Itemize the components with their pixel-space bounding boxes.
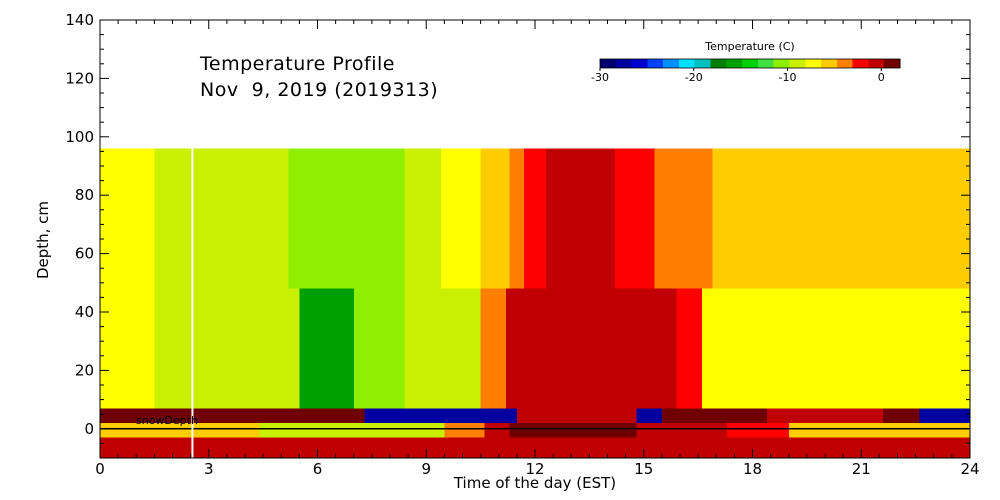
heatmap-cell xyxy=(480,148,511,289)
colorbar-frame xyxy=(599,58,901,69)
colorbar-swatch xyxy=(694,59,711,68)
colorbar-swatch xyxy=(647,59,664,68)
x-tick-label: 15 xyxy=(634,460,653,478)
x-tick-label: 9 xyxy=(421,460,431,478)
heatmap-cell xyxy=(712,148,971,289)
y-tick-label: 80 xyxy=(75,186,94,204)
heatmap-cell xyxy=(701,288,971,409)
colorbar-swatch xyxy=(884,59,901,68)
heatmap-cell xyxy=(353,288,405,409)
colorbar-tick-label: -10 xyxy=(779,71,797,84)
heatmap-cell xyxy=(614,148,656,289)
colorbar-tick-label: -30 xyxy=(591,71,609,84)
legend-title: Temperature (C) xyxy=(704,40,794,53)
colorbar-tick-label: 0 xyxy=(878,71,885,84)
heatmap-cell xyxy=(440,148,482,289)
heatmap-cell xyxy=(516,408,637,423)
colorbar-swatch xyxy=(742,59,759,68)
heatmap-cell xyxy=(767,408,884,423)
colorbar-tick-label: -20 xyxy=(685,71,703,84)
heatmap-cell xyxy=(524,148,547,289)
colorbar-swatch xyxy=(600,59,617,68)
heatmap-cell xyxy=(484,422,511,438)
y-tick-label: 20 xyxy=(75,361,94,379)
x-tick-label: 12 xyxy=(525,460,544,478)
colorbar-swatch xyxy=(852,59,869,68)
heatmap-cell xyxy=(506,288,547,409)
y-tick-label: 100 xyxy=(65,128,94,146)
heatmap-cell xyxy=(788,422,971,438)
heatmap-cell xyxy=(509,148,525,289)
y-axis-title: Depth, cm xyxy=(34,201,52,279)
chart-subtitle: Nov 9, 2019 (2019313) xyxy=(200,79,438,101)
heatmap-cell xyxy=(480,288,507,409)
x-tick-label: 0 xyxy=(95,460,105,478)
colorbar-swatch xyxy=(631,59,648,68)
colorbar-swatch xyxy=(710,59,727,68)
y-tick-label: 0 xyxy=(84,420,94,438)
chart-title: Temperature Profile xyxy=(199,53,395,75)
colorbar-swatch xyxy=(821,59,838,68)
colorbar-swatch xyxy=(789,59,806,68)
heatmap-cell xyxy=(636,422,728,438)
snow-depth-label: snowDepth xyxy=(136,414,198,427)
heatmap-layer xyxy=(100,148,971,458)
colorbar-swatch xyxy=(678,59,696,68)
heatmap-cell xyxy=(154,148,289,289)
heatmap-cell xyxy=(404,148,442,289)
heatmap-cell xyxy=(676,288,703,409)
colorbar-swatch xyxy=(836,59,854,68)
heatmap-cell xyxy=(364,408,518,423)
axes-layer: 0 3 6 9 12 15 18 21 24 0 20 40 60 80 100 120 140 xyxy=(65,11,979,478)
heatmap-cell xyxy=(509,422,637,438)
heatmap-cell xyxy=(545,288,627,409)
colorbar-legend: -30 -20 -10 0 xyxy=(591,58,901,84)
colorbar-swatch xyxy=(663,59,680,68)
colorbar-swatch xyxy=(726,59,743,68)
x-tick-label: 6 xyxy=(313,460,323,478)
colorbar-swatch xyxy=(615,59,632,68)
heatmap-cell xyxy=(727,422,790,438)
y-tick-label: 60 xyxy=(75,245,94,263)
heatmap-cell xyxy=(654,148,714,289)
colorbar-swatch xyxy=(805,59,822,68)
heatmap-cell xyxy=(299,288,355,409)
y-tick-label: 140 xyxy=(65,11,94,29)
heatmap-cell xyxy=(545,148,616,289)
heatmap-cell xyxy=(259,422,445,438)
x-tick-label: 18 xyxy=(743,460,762,478)
colorbar-swatch xyxy=(757,59,775,68)
heatmap-cell xyxy=(100,148,155,289)
heatmap-cell xyxy=(444,422,485,438)
heatmap-cell xyxy=(883,408,920,423)
y-tick-label: 120 xyxy=(65,69,94,87)
heatmap-cell xyxy=(154,288,300,409)
heatmap-cell xyxy=(661,408,768,423)
y-tick-label: 40 xyxy=(75,303,94,321)
heatmap-cell xyxy=(625,288,677,409)
colorbar-swatch xyxy=(773,59,790,68)
heatmap-cell xyxy=(404,288,482,409)
heatmap-cell xyxy=(288,148,405,289)
colorbar-swatch xyxy=(868,59,885,68)
heatmap-cell xyxy=(100,288,155,409)
x-tick-label: 21 xyxy=(852,460,871,478)
x-tick-label: 24 xyxy=(960,460,979,478)
heatmap-cell xyxy=(636,408,663,423)
x-tick-label: 3 xyxy=(204,460,214,478)
heatmap-cell xyxy=(919,408,971,423)
heatmap-cell xyxy=(100,408,366,423)
x-axis-title: Time of the day (EST) xyxy=(453,474,616,492)
heatmap-cell xyxy=(100,422,260,438)
overlay-layer xyxy=(100,148,970,458)
